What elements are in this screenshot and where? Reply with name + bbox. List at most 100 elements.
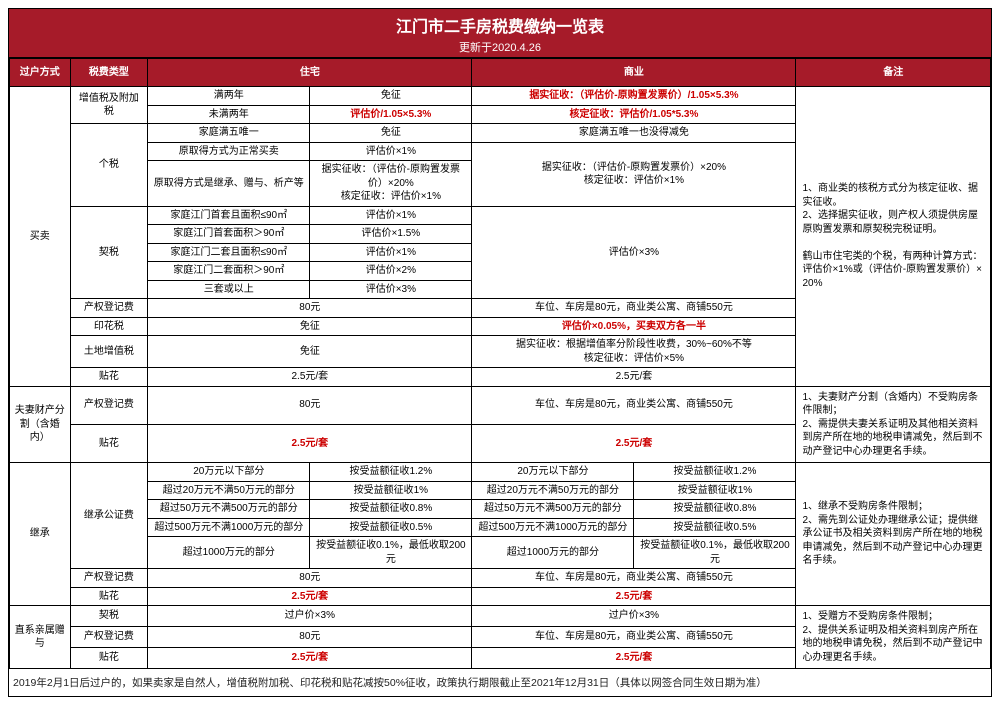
note-buy-heshan: 鹤山市住宅类的个税，有两种计算方式：评估价×1%或（评估价-原购置发票价）×20… bbox=[802, 251, 982, 289]
res-deed-g: 过户价×3% bbox=[148, 606, 472, 627]
title-bar: 江门市二手房税费缴纳一览表 更新于2020.4.26 bbox=[9, 9, 991, 58]
biz-reg: 车位、车房是80元，商业类公寓、商铺550元 bbox=[472, 299, 796, 318]
page-title: 江门市二手房税费缴纳一览表 bbox=[9, 13, 991, 37]
bres-n05: 按受益额征收0.5% bbox=[634, 518, 796, 537]
res-deed15: 评估价×1.5% bbox=[310, 225, 472, 244]
tax-deed-g: 契税 bbox=[70, 606, 148, 627]
cond-r20-50: 超过20万元不满50万元的部分 bbox=[148, 481, 310, 500]
cond-second-gt90: 家庭江门二套面积＞90㎡ bbox=[148, 262, 310, 281]
tax-table-container: 江门市二手房税费缴纳一览表 更新于2020.4.26 过户方式 税费类型 住宅 … bbox=[8, 8, 992, 697]
res-sticker: 2.5元/套 bbox=[148, 368, 472, 387]
res-reg80-g: 80元 bbox=[148, 627, 472, 648]
res-deed2: 评估价×2% bbox=[310, 262, 472, 281]
biz-vat1: 据实征收：（评估价-原购置发票价）/1.05×5.3% bbox=[472, 87, 796, 106]
tax-sticker-g: 贴花 bbox=[70, 648, 148, 669]
cond-only: 家庭满五唯一 bbox=[148, 124, 310, 143]
bcond-r20: 20万元以下部分 bbox=[472, 463, 634, 482]
res-reg80-i: 80元 bbox=[148, 569, 472, 588]
note-gift: 1、受赠方不受购房条件限制； 2、提供关系证明及相关资料到房产所在地的地税申请免… bbox=[796, 606, 991, 669]
page-subtitle: 更新于2020.4.26 bbox=[9, 39, 991, 55]
cond-r500-1000: 超过500万元不满1000万元的部分 bbox=[148, 518, 310, 537]
cond-first-gt90: 家庭江门首套面积＞90㎡ bbox=[148, 225, 310, 244]
biz-only-no: 家庭满五唯一也没得减免 bbox=[472, 124, 796, 143]
biz-sticker-i: 2.5元/套 bbox=[472, 587, 796, 606]
biz-stamp: 评估价×0.05%，买卖双方各一半 bbox=[472, 317, 796, 336]
bcond-r500-1000: 超过500万元不满1000万元的部分 bbox=[472, 518, 634, 537]
bres-n1: 按受益额征收1% bbox=[634, 481, 796, 500]
cond-inherit-gift: 原取得方式是继承、赠与、析产等 bbox=[148, 161, 310, 207]
biz-reg-i: 车位、车房是80元，商业类公寓、商铺550元 bbox=[472, 569, 796, 588]
tax-sticker: 贴花 bbox=[70, 368, 148, 387]
cond-r50-500: 超过50万元不满500万元的部分 bbox=[148, 500, 310, 519]
tax-table: 过户方式 税费类型 住宅 商业 备注 买卖 增值税及附加税 满两年 免征 据实征… bbox=[9, 58, 991, 669]
bcond-r20-50: 超过20万元不满50万元的部分 bbox=[472, 481, 634, 500]
biz-deed-g: 过户价×3% bbox=[472, 606, 796, 627]
method-divorce: 夫妻财产分割（含婚内） bbox=[10, 386, 71, 463]
cond-first-le90: 家庭江门首套且面积≤90㎡ bbox=[148, 206, 310, 225]
note-divorce: 1、夫妻财产分割（含婚内）不受购房条件限制； 2、需提供夫妻关系证明及其他相关资… bbox=[796, 386, 991, 463]
res-deed3: 评估价×3% bbox=[310, 280, 472, 299]
res-exempt2: 免征 bbox=[310, 124, 472, 143]
row-inh-n1: 继承 继承公证费 20万元以下部分 按受益额征收1.2% 20万元以下部分 按受… bbox=[10, 463, 991, 482]
method-gift: 直系亲属赠与 bbox=[10, 606, 71, 669]
cond-second-le90: 家庭江门二套且面积≤90㎡ bbox=[148, 243, 310, 262]
bcond-r1000: 超过1000万元的部分 bbox=[472, 537, 634, 569]
biz-sticker: 2.5元/套 bbox=[472, 368, 796, 387]
tax-regfee-d: 产权登记费 bbox=[70, 386, 148, 424]
row-buy-vat-1: 买卖 增值税及附加税 满两年 免征 据实征收：（评估价-原购置发票价）/1.05… bbox=[10, 87, 991, 106]
res-n12: 按受益额征收1.2% bbox=[310, 463, 472, 482]
bres-n12: 按受益额征收1.2% bbox=[634, 463, 796, 482]
cond-r20: 20万元以下部分 bbox=[148, 463, 310, 482]
method-inherit: 继承 bbox=[10, 463, 71, 606]
res-sticker-i: 2.5元/套 bbox=[148, 587, 472, 606]
header-row: 过户方式 税费类型 住宅 商业 备注 bbox=[10, 59, 991, 87]
method-buy: 买卖 bbox=[10, 87, 71, 387]
biz-reg-g: 车位、车房是80元，商业类公寓、商铺550元 bbox=[472, 627, 796, 648]
cond-normal: 原取得方式为正常买卖 bbox=[148, 142, 310, 161]
biz-sticker-g: 2.5元/套 bbox=[472, 648, 796, 669]
h-res: 住宅 bbox=[148, 59, 472, 87]
biz-deed3: 评估价×3% bbox=[472, 206, 796, 299]
res-deed1b: 评估价×1% bbox=[310, 243, 472, 262]
bres-n01: 按受益额征收0.1%，最低收取200元 bbox=[634, 537, 796, 569]
biz-landvat: 据实征收：根据增值率分阶段性收费，30%~60%不等 核定征收：评估价×5% bbox=[472, 336, 796, 368]
tax-sticker-i: 贴花 bbox=[70, 587, 148, 606]
tax-deed: 契税 bbox=[70, 206, 148, 299]
res-landvat-ex: 免征 bbox=[148, 336, 472, 368]
tax-regfee-g: 产权登记费 bbox=[70, 627, 148, 648]
note-buy: 1、商业类的核税方式分为核定征收、据实征收。 2、选择据实征收，则产权人须提供房… bbox=[796, 87, 991, 387]
h-biz: 商业 bbox=[472, 59, 796, 87]
res-deed1a: 评估价×1% bbox=[310, 206, 472, 225]
h-note: 备注 bbox=[796, 59, 991, 87]
biz-reg-d: 车位、车房是80元，商业类公寓、商铺550元 bbox=[472, 386, 796, 424]
biz-pit: 据实征收：（评估价-原购置发票价）×20% 核定征收：评估价×1% bbox=[472, 142, 796, 206]
cond-over2y: 满两年 bbox=[148, 87, 310, 106]
row-div-reg: 夫妻财产分割（含婚内） 产权登记费 80元 车位、车房是80元，商业类公寓、商铺… bbox=[10, 386, 991, 424]
cond-third: 三套或以上 bbox=[148, 280, 310, 299]
bcond-r50-500: 超过50万元不满500万元的部分 bbox=[472, 500, 634, 519]
res-n01: 按受益额征收0.1%，最低收取200元 bbox=[310, 537, 472, 569]
bres-n08: 按受益额征收0.8% bbox=[634, 500, 796, 519]
tax-vat: 增值税及附加税 bbox=[70, 87, 148, 124]
res-n05: 按受益额征收0.5% bbox=[310, 518, 472, 537]
note-buy-text: 1、商业类的核税方式分为核定征收、据实征收。 2、选择据实征收，则产权人须提供房… bbox=[802, 183, 978, 235]
res-n08: 按受益额征收0.8% bbox=[310, 500, 472, 519]
tax-landvat: 土地增值税 bbox=[70, 336, 148, 368]
biz-sticker-d: 2.5元/套 bbox=[472, 424, 796, 462]
biz-vat2: 核定征收：评估价/1.05*5.3% bbox=[472, 105, 796, 124]
row-gift-deed: 直系亲属赠与 契税 过户价×3% 过户价×3% 1、受赠方不受购房条件限制； 2… bbox=[10, 606, 991, 627]
tax-pit: 个税 bbox=[70, 124, 148, 207]
tax-notary: 继承公证费 bbox=[70, 463, 148, 569]
tax-regfee-i: 产权登记费 bbox=[70, 569, 148, 588]
res-stamp-ex: 免征 bbox=[148, 317, 472, 336]
note-inherit: 1、继承不受购房条件限制； 2、需先到公证处办理继承公证；提供继承公证书及相关资… bbox=[796, 463, 991, 606]
res-pit1: 评估价×1% bbox=[310, 142, 472, 161]
res-reg80-d: 80元 bbox=[148, 386, 472, 424]
cond-r1000: 超过1000万元的部分 bbox=[148, 537, 310, 569]
res-sticker-g: 2.5元/套 bbox=[148, 648, 472, 669]
tax-stamp: 印花税 bbox=[70, 317, 148, 336]
footer-note: 2019年2月1日后过户的，如果卖家是自然人，增值税附加税、印花税和贴花减按50… bbox=[9, 669, 991, 696]
res-n1: 按受益额征收1% bbox=[310, 481, 472, 500]
h-tax: 税费类型 bbox=[70, 59, 148, 87]
res-pit-inherit: 据实征收：（评估价-原购置发票价）×20% 核定征收：评估价×1% bbox=[310, 161, 472, 207]
